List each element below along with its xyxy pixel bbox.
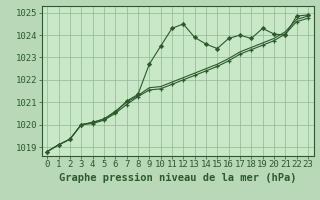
X-axis label: Graphe pression niveau de la mer (hPa): Graphe pression niveau de la mer (hPa)	[59, 173, 296, 183]
